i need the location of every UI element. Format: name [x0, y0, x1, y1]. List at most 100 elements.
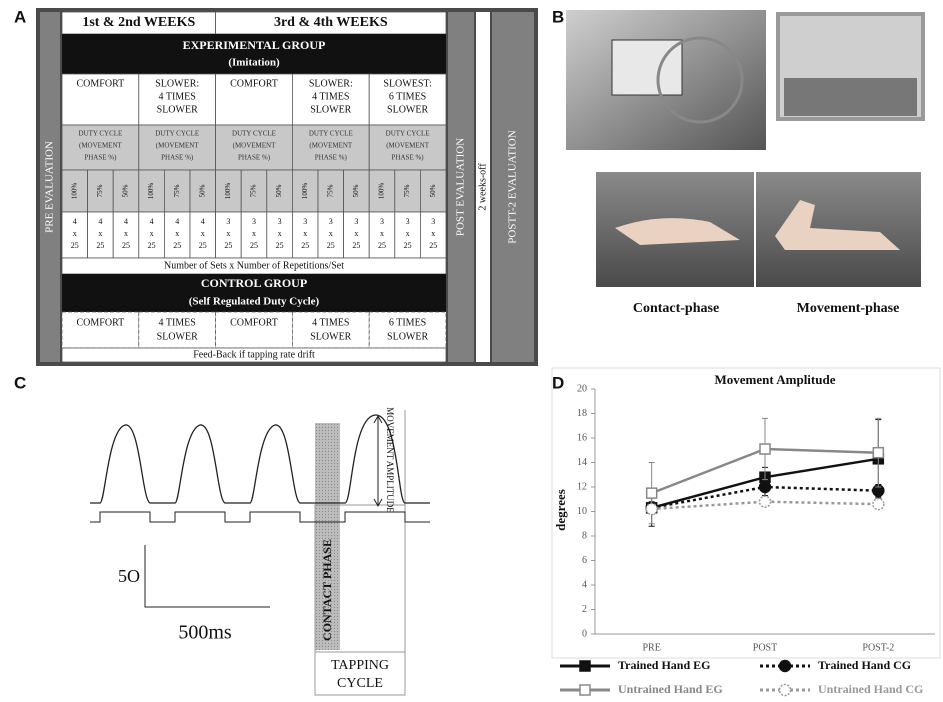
week-header: 1st & 2nd WEEKS [82, 15, 195, 30]
cell-text: 4 TIMES [312, 91, 349, 102]
percentage: 75% [326, 184, 334, 197]
cell-text: x [380, 229, 384, 238]
percentage: 50% [198, 184, 206, 197]
cell [291, 311, 370, 349]
cell-text: 25 [173, 241, 181, 250]
cell-text: x [124, 229, 128, 238]
legend-label: Trained Hand EG [618, 658, 710, 672]
chart-frame [551, 367, 941, 659]
post-label: POST EVALUATION [455, 138, 467, 236]
y-tick-label: 18 [577, 408, 587, 419]
cell-text: 3 [252, 217, 256, 226]
cell-text: 25 [276, 241, 284, 250]
percentage: 100% [70, 183, 78, 200]
percentage: 100% [301, 183, 309, 200]
post2-label: POSTT-2 EVALUATION [507, 130, 519, 243]
chart-title: Movement Amplitude [715, 372, 836, 387]
chart: 0 2 4 6 8 10 12 14 16 18 20 PRE POST POST-2 Trained Ha… [560, 383, 935, 697]
cell-text: COMFORT [77, 78, 125, 89]
cell-text: DUTY CYCLE [386, 130, 430, 138]
cycle-label: TAPPING [331, 658, 389, 673]
week-header: 3rd & 4th WEEKS [274, 15, 388, 30]
cell [61, 124, 140, 171]
cell [215, 124, 293, 171]
cell [112, 211, 140, 259]
cell-text: DUTY CYCLE [232, 130, 276, 138]
marker [759, 443, 771, 455]
group-header [62, 34, 446, 74]
cell-text: 3 [303, 217, 307, 226]
cell-text: x [98, 229, 102, 238]
y-tick-label: 0 [582, 628, 587, 639]
cell [189, 211, 217, 259]
cell-text: PHASE %) [238, 154, 271, 162]
cell-text: 25 [301, 241, 309, 250]
cell-text: x [303, 229, 307, 238]
cell-text: 3 [380, 217, 384, 226]
cell [215, 169, 242, 213]
cell-text: PHASE %) [315, 154, 348, 162]
y-tick-label: 10 [577, 506, 587, 517]
cell-text: SLOWER [310, 331, 351, 342]
cell-text: SLOWER [310, 104, 351, 115]
marker [579, 660, 591, 672]
y-axis-label: degrees [553, 489, 568, 531]
group-subtitle: (Self Regulated Duty Cycle) [189, 296, 320, 308]
cell-text: (MOVEMENT [309, 142, 352, 150]
cell-text: 6 TIMES [389, 91, 426, 102]
y-tick-label: 8 [582, 530, 587, 541]
cell-text: x [278, 229, 282, 238]
cell [61, 73, 140, 126]
panel-label: D [552, 373, 564, 392]
cell-text: 4 [73, 217, 77, 226]
group-header [62, 274, 446, 312]
cycle-box [314, 504, 406, 696]
feedback: Feed-Back if tapping rate drift [193, 349, 315, 360]
cell-text: COMFORT [77, 317, 125, 328]
cell-text: PHASE %) [392, 154, 425, 162]
cell-text: x [150, 229, 154, 238]
cell-text: SLOWER [387, 104, 428, 115]
cell [240, 169, 268, 213]
cell-text: (MOVEMENT [156, 142, 199, 150]
cell-text: 25 [429, 241, 437, 250]
percentage: 75% [250, 184, 258, 197]
cell-text: 25 [404, 241, 412, 250]
cell-text: 25 [199, 241, 207, 250]
cell-text: 4 [124, 217, 128, 226]
sets-note: Number of Sets x Number of Repetitions/S… [164, 260, 344, 271]
cell-text: 4 TIMES [159, 317, 196, 328]
y-tick-label: 6 [582, 555, 587, 566]
cell-text: 4 [201, 217, 205, 226]
cell-text: 4 [175, 217, 179, 226]
percentage: 100% [224, 183, 232, 200]
cell [368, 211, 396, 259]
marker [758, 480, 772, 494]
cell [163, 211, 191, 259]
caption: Contact-phase [633, 301, 719, 316]
cell [291, 211, 319, 259]
marker [872, 446, 885, 459]
cell-text: 25 [327, 241, 335, 250]
marker [778, 683, 792, 697]
percentage: 75% [173, 184, 181, 197]
cell [87, 211, 114, 259]
cell [419, 211, 447, 259]
cell-text: x [226, 229, 230, 238]
cell [343, 169, 370, 213]
cell-text: SLOWEST: [383, 78, 431, 89]
cell-text: 3 [329, 217, 333, 226]
caption: Movement-phase [797, 301, 900, 316]
percentage: 50% [352, 184, 360, 197]
cell-text: 3 [431, 217, 435, 226]
scale-x: 500ms [178, 622, 232, 644]
group-title: CONTROL GROUP [201, 276, 307, 290]
cell-text: x [175, 229, 179, 238]
cell-text: SLOWER: [309, 78, 353, 89]
marker [872, 497, 885, 511]
series-line [651, 500, 879, 511]
cycle-label: CYCLE [337, 676, 383, 691]
x-tick-label: POST [753, 642, 777, 653]
cell-text: 25 [224, 241, 232, 250]
